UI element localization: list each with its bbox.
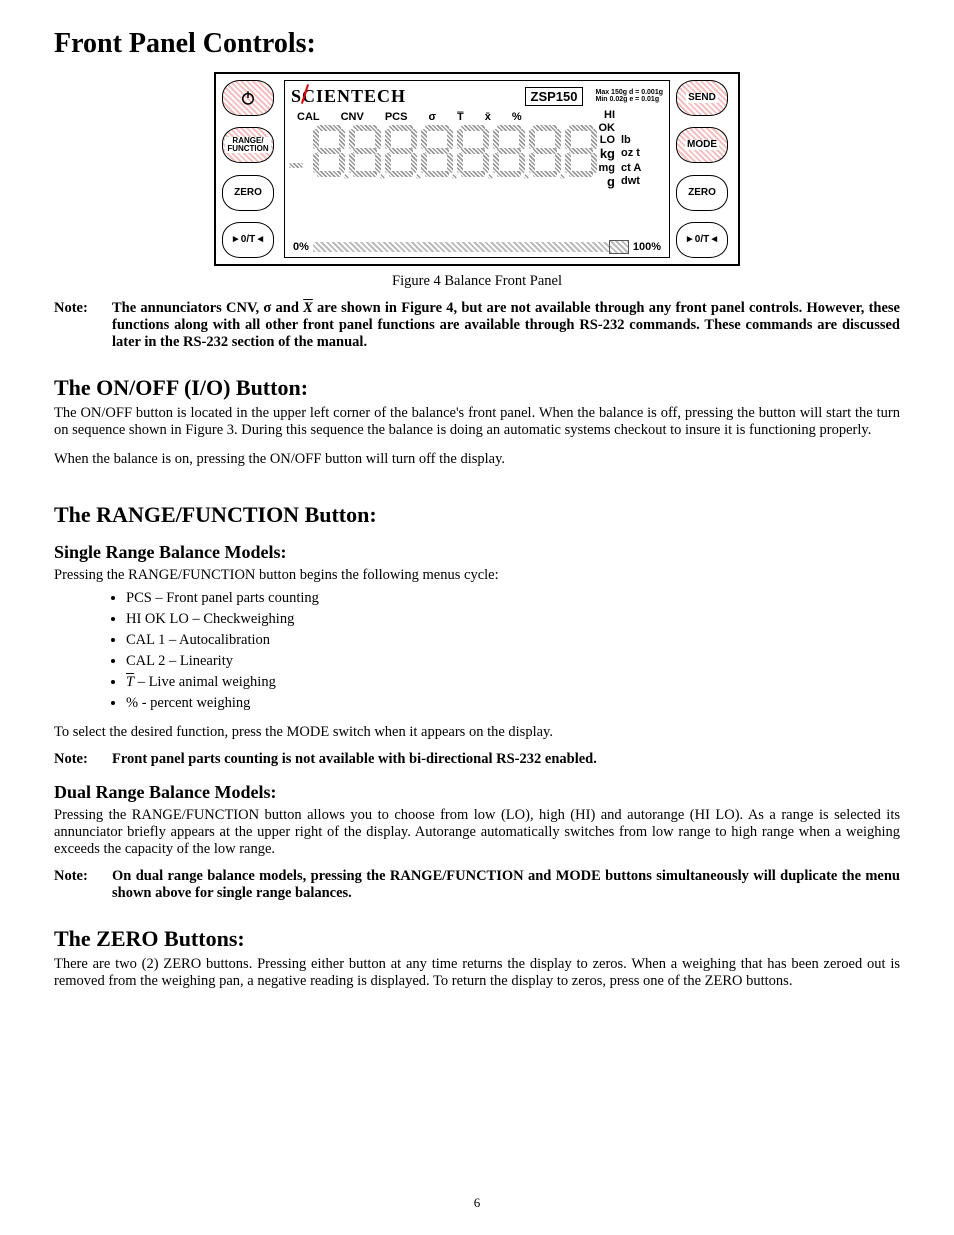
onoff-para-1: The ON/OFF button is located in the uppe… — [54, 405, 900, 439]
dual-range-heading: Dual Range Balance Models: — [54, 782, 900, 803]
single-range-intro: Pressing the RANGE/FUNCTION button begin… — [54, 567, 900, 584]
onoff-para-2: When the balance is on, pressing the ON/… — [54, 451, 900, 468]
range-function-button: RANGE/ FUNCTION — [222, 127, 274, 163]
brand-logo: SCIENTECH — [291, 86, 406, 107]
page-number: 6 — [0, 1195, 954, 1211]
select-function-line: To select the desired function, press th… — [54, 724, 900, 741]
zero-para: There are two (2) ZERO buttons. Pressing… — [54, 956, 900, 990]
figure-caption: Figure 4 Balance Front Panel — [54, 273, 900, 290]
list-item: CAL 2 – Linearity — [126, 651, 900, 672]
model-label: ZSP150 — [525, 87, 584, 106]
figure-container: RANGE/ FUNCTION ZERO ►0/T◄ SEND MODE ZER… — [54, 72, 900, 271]
list-item: % - percent weighing — [126, 693, 900, 714]
spec-label: Max 150g d = 0.001gMin 0.02g e = 0.01g — [595, 89, 663, 103]
zero-button-right: ZERO — [676, 175, 728, 211]
onoff-heading: The ON/OFF (I/O) Button: — [54, 375, 900, 401]
single-range-heading: Single Range Balance Models: — [54, 542, 900, 563]
tare-button-left: ►0/T◄ — [222, 222, 274, 258]
page-title: Front Panel Controls: — [54, 28, 900, 60]
mode-button: MODE — [676, 127, 728, 163]
zero-heading: The ZERO Buttons: — [54, 926, 900, 952]
note-pcs-rs232: Note: Front panel parts counting is not … — [54, 751, 900, 768]
single-range-menu: PCS – Front panel parts counting HI OK L… — [54, 588, 900, 714]
list-item: CAL 1 – Autocalibration — [126, 630, 900, 651]
note-dual-range: Note: On dual range balance models, pres… — [54, 868, 900, 902]
tare-button-right: ►0/T◄ — [676, 222, 728, 258]
minus-sign-icon — [289, 163, 303, 168]
list-item: PCS – Front panel parts counting — [126, 588, 900, 609]
lcd-display: SCIENTECH ZSP150 Max 150g d = 0.001gMin … — [284, 80, 670, 258]
right-button-column: SEND MODE ZERO ►0/T◄ — [676, 80, 732, 258]
power-icon — [239, 89, 257, 107]
annunciator-row: CAL CNV PCS σ T̅ x̄ % — [291, 111, 587, 123]
note-annunciators: Note: The annunciators CNV, σ and X are … — [54, 300, 900, 351]
units-block: HI OK LOlb kgoz t mgct A gdwt — [587, 109, 661, 189]
percent-bar: 0% 100% — [293, 241, 661, 253]
list-item: HI OK LO – Checkweighing — [126, 609, 900, 630]
front-panel: RANGE/ FUNCTION ZERO ►0/T◄ SEND MODE ZER… — [214, 72, 740, 266]
rangefn-heading: The RANGE/FUNCTION Button: — [54, 502, 900, 528]
power-button — [222, 80, 274, 116]
send-button: SEND — [676, 80, 728, 116]
dual-range-para: Pressing the RANGE/FUNCTION button allow… — [54, 807, 900, 858]
list-item: T – Live animal weighing — [126, 672, 900, 693]
zero-button-left: ZERO — [222, 175, 274, 211]
left-button-column: RANGE/ FUNCTION ZERO ►0/T◄ — [222, 80, 278, 258]
